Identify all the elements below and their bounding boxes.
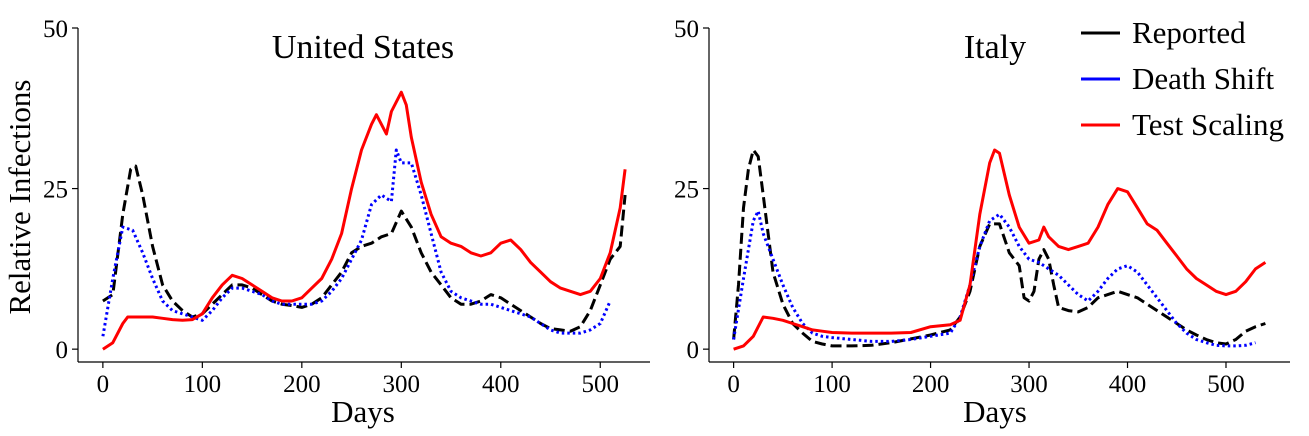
us-y-tick-label: 50 [43, 16, 68, 43]
italy-x-tick-label: 500 [1207, 371, 1245, 398]
us-x-ticks: 0 100 200 300 400 500 [97, 362, 619, 398]
italy-x-tick-label: 100 [813, 371, 851, 398]
legend: Reported Death Shift Test Scaling [1081, 15, 1284, 142]
italy-panel: Italy Days 0 100 200 300 400 500 0 25 50 [674, 16, 1290, 429]
us-y-axis-label: Relative Infections [2, 80, 37, 315]
italy-y-tick-label: 25 [674, 177, 699, 204]
italy-x-ticks: 0 100 200 300 400 500 [727, 362, 1245, 398]
us-x-tick-label: 500 [582, 371, 620, 398]
legend-item-death-shift: Death Shift [1081, 61, 1274, 96]
italy-series-line-test-scaling [733, 148, 1267, 351]
us-series-line-death-shift [101, 148, 612, 337]
us-x-tick-label: 400 [482, 371, 520, 398]
us-x-axis-label: Days [331, 394, 395, 429]
legend-item-test-scaling: Test Scaling [1081, 107, 1284, 142]
us-x-tick-label: 0 [97, 371, 110, 398]
us-series-line-reported [102, 164, 627, 333]
us-x-tick-label: 100 [184, 371, 222, 398]
italy-x-tick-label: 200 [912, 371, 950, 398]
italy-x-axis-label: Days [963, 394, 1027, 429]
italy-y-ticks: 0 25 50 [674, 16, 709, 364]
us-x-tick-label: 300 [383, 371, 421, 398]
us-series-line-test-scaling [102, 90, 627, 351]
italy-x-tick-label: 0 [727, 371, 740, 398]
italy-series-line-death-shift [732, 209, 1256, 348]
us-y-ticks: 0 25 50 [43, 16, 78, 364]
italy-y-tick-label: 50 [674, 16, 699, 43]
italy-series-lines [732, 148, 1267, 351]
italy-series-line-reported [732, 148, 1266, 348]
legend-item-reported: Reported [1081, 15, 1246, 50]
legend-label-death-shift: Death Shift [1132, 61, 1274, 96]
us-panel-title: United States [272, 29, 454, 66]
italy-panel-title: Italy [964, 29, 1026, 66]
legend-label-test-scaling: Test Scaling [1132, 107, 1284, 142]
united-states-panel: United States Days Relative Infections 0… [2, 16, 650, 429]
italy-x-tick-label: 300 [1010, 371, 1048, 398]
us-series-lines [101, 90, 627, 351]
italy-x-tick-label: 400 [1109, 371, 1147, 398]
us-y-tick-label: 0 [56, 337, 69, 364]
italy-y-tick-label: 0 [687, 337, 700, 364]
us-x-tick-label: 200 [283, 371, 321, 398]
us-y-tick-label: 25 [43, 177, 68, 204]
legend-label-reported: Reported [1132, 15, 1246, 50]
